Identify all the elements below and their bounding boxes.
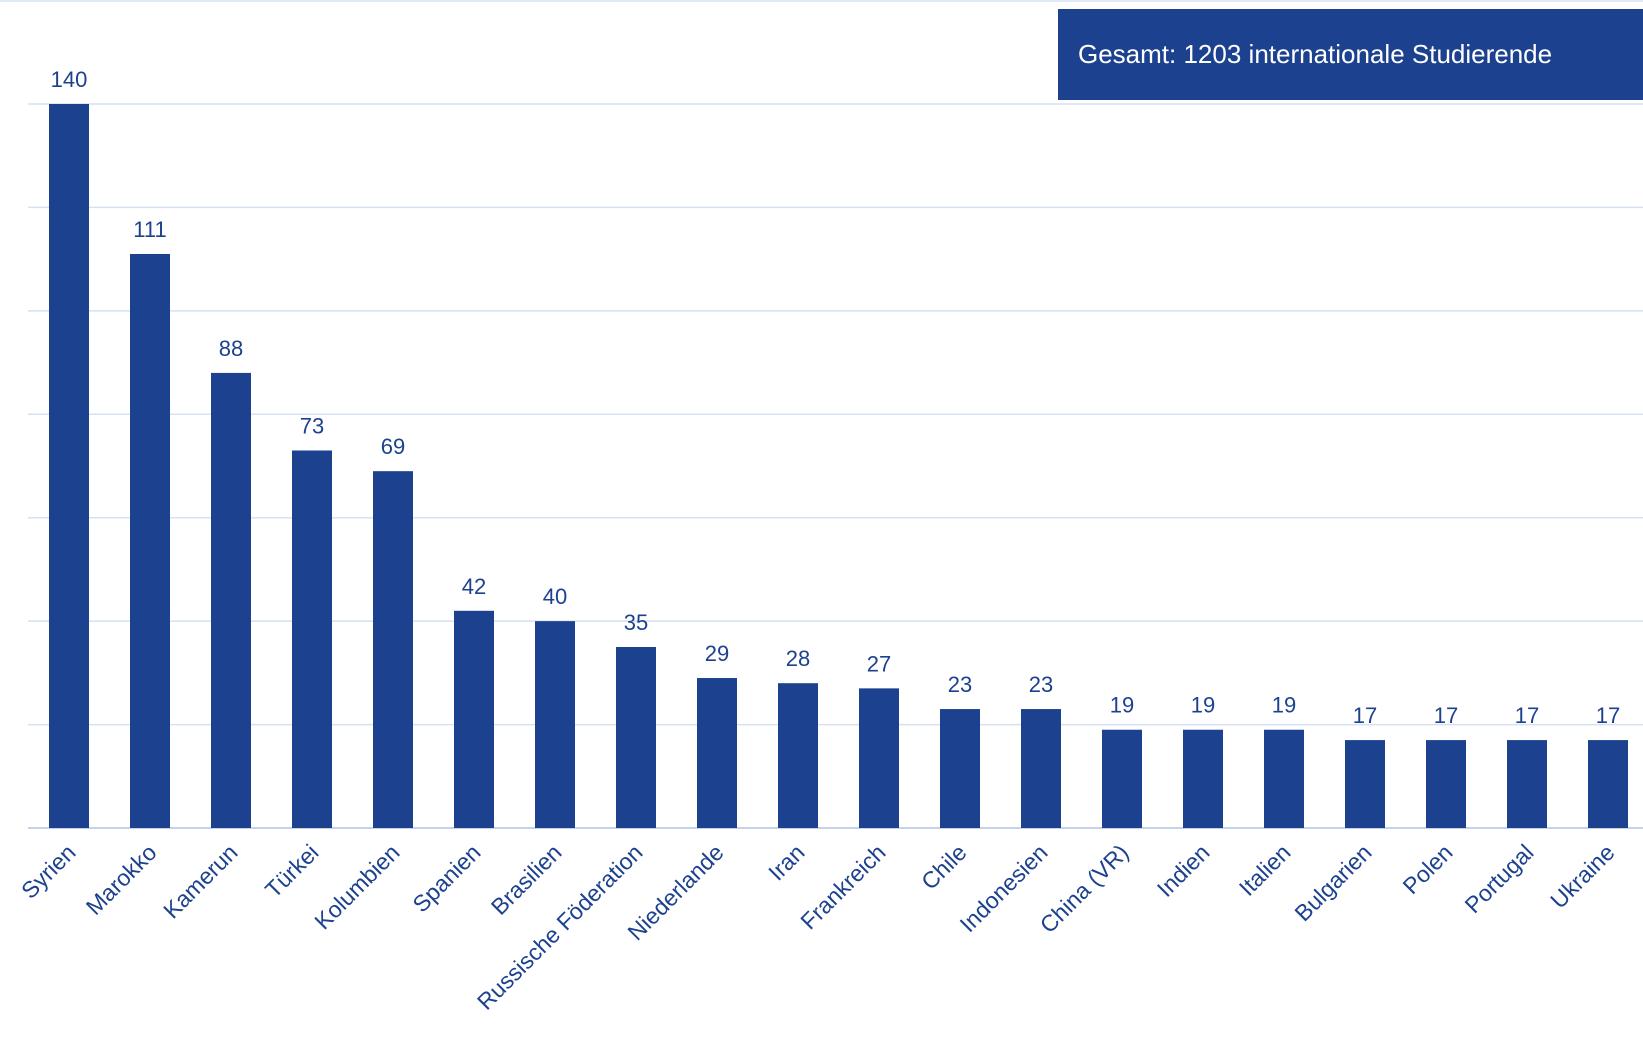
value-label: 19 [1191,693,1215,718]
bar [1264,729,1304,828]
category-label: Polen [1398,839,1458,899]
total-summary-text: Gesamt: 1203 internationale Studierende [1078,39,1553,69]
value-label: 27 [867,651,891,676]
bar [1102,729,1142,828]
category-label: Türkei [260,839,324,903]
bar [535,621,575,828]
bar [697,678,737,828]
value-label: 19 [1272,693,1296,718]
bar [1183,729,1223,828]
category-label: Iran [763,839,809,885]
value-label: 69 [381,434,405,459]
category-label: Brasilien [486,839,567,920]
category-label: Spanien [407,839,485,917]
value-label: 111 [133,217,166,242]
category-label: Marokko [81,839,162,920]
category-label: Bulgarien [1289,839,1376,926]
bar [859,688,899,828]
value-label: 17 [1434,703,1458,728]
total-summary-box: Gesamt: 1203 internationale Studierende [1058,9,1643,100]
value-label: 40 [543,584,567,609]
bar [778,683,818,828]
category-label: Indien [1152,839,1215,902]
value-label: 140 [51,67,88,92]
bar [211,372,251,828]
value-label: 28 [786,646,810,671]
value-label: 42 [462,574,486,599]
bar [940,709,980,828]
value-label: 17 [1353,703,1377,728]
category-label: China (VR) [1035,839,1134,938]
bar [130,253,170,828]
value-label: 23 [948,672,972,697]
bar [1588,740,1628,828]
bar [49,104,89,828]
bar [292,450,332,828]
category-label: Syrien [16,839,80,903]
bar [616,647,656,828]
value-label: 73 [300,413,324,438]
category-label: Ukraine [1545,839,1619,913]
bar [1507,740,1547,828]
value-label: 23 [1029,672,1053,697]
category-label: Frankreich [795,839,890,934]
category-label: Italien [1234,839,1296,901]
value-labels: 140 111 88 73 69 42 40 35 29 28 27 23 23 19 19 19 17 17 17… [51,67,1621,728]
category-label: Russische Föderation [472,839,648,1015]
category-label: Portugal [1460,839,1539,918]
bars [49,104,1628,828]
value-label: 19 [1110,693,1134,718]
bar [454,610,494,828]
bar [1345,740,1385,828]
bar [373,471,413,828]
category-label: Kolumbien [309,839,404,934]
value-label: 88 [219,336,243,361]
value-label: 35 [624,610,648,635]
category-label: Kamerun [158,839,242,923]
bar [1021,709,1061,828]
value-label: 29 [705,641,729,666]
value-label: 17 [1596,703,1620,728]
bar [1426,740,1466,828]
category-label: Chile [916,839,971,894]
value-label: 17 [1515,703,1539,728]
